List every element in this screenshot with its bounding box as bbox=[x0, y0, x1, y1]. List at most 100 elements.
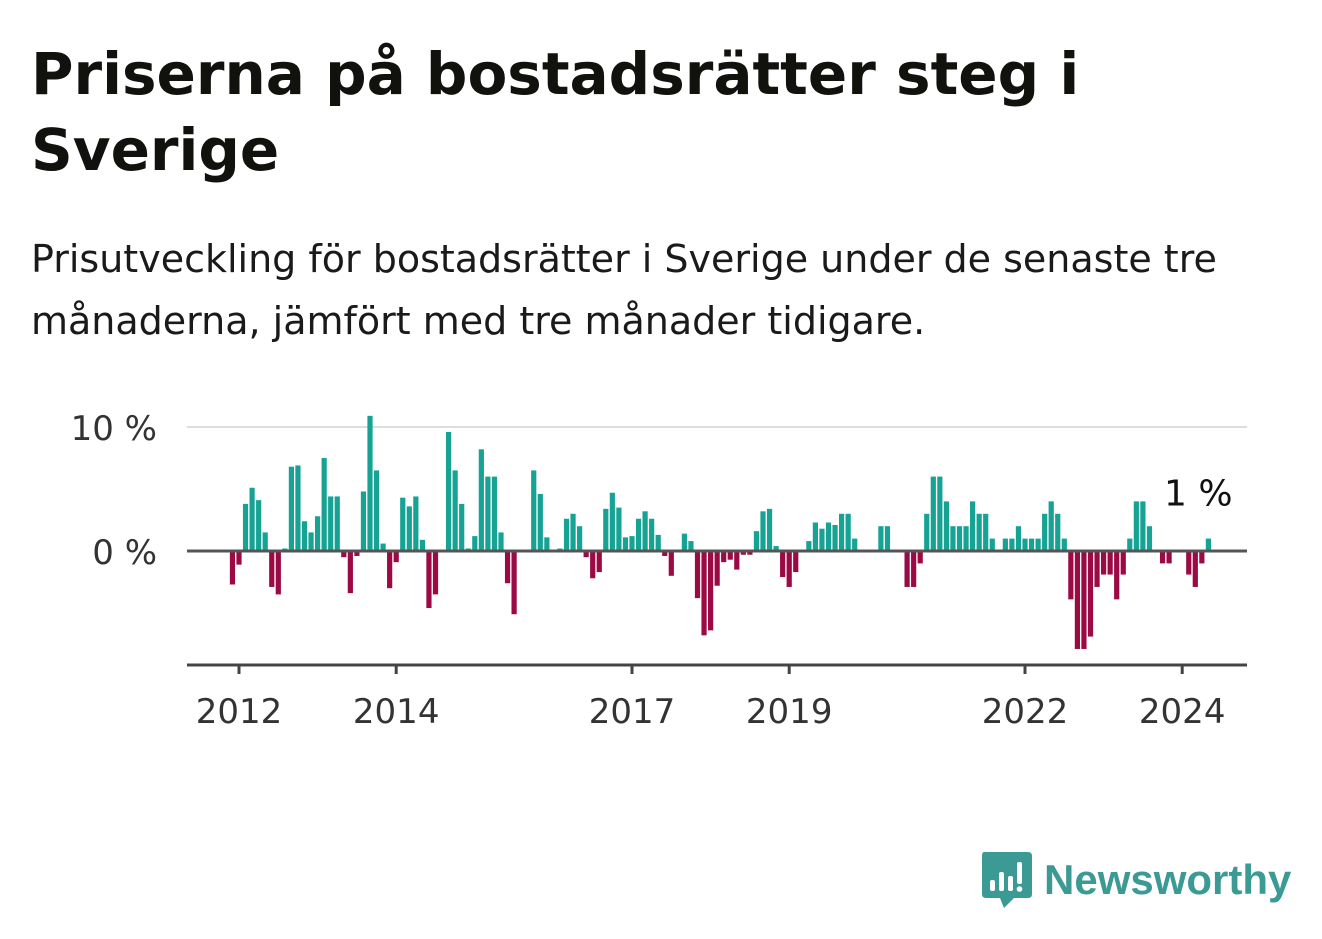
newsworthy-logo-icon bbox=[982, 852, 1032, 908]
bar bbox=[419, 539, 425, 551]
bar bbox=[491, 476, 498, 551]
bar bbox=[1107, 551, 1113, 575]
bar bbox=[452, 470, 458, 551]
bar bbox=[943, 501, 949, 551]
bar bbox=[242, 503, 249, 551]
bar bbox=[1166, 551, 1172, 564]
bar bbox=[681, 533, 687, 551]
bar bbox=[288, 466, 294, 551]
bar bbox=[649, 518, 655, 551]
bar bbox=[1159, 551, 1166, 564]
bar bbox=[1061, 538, 1067, 551]
bar bbox=[629, 536, 635, 551]
bar bbox=[426, 551, 432, 609]
bar bbox=[269, 551, 275, 587]
bar bbox=[1002, 538, 1008, 551]
bar bbox=[734, 551, 740, 570]
bar bbox=[413, 496, 419, 551]
y-axis-labels: 0 % 10 % bbox=[71, 409, 157, 573]
bar bbox=[668, 551, 674, 576]
bar bbox=[387, 551, 393, 589]
bar bbox=[930, 476, 936, 551]
bar bbox=[229, 551, 236, 585]
x-tick-label: 2024 bbox=[1139, 692, 1226, 732]
bar bbox=[753, 531, 760, 551]
bar bbox=[1114, 551, 1120, 600]
newsworthy-brand: Newsworthy bbox=[980, 848, 1291, 912]
bar bbox=[1205, 538, 1211, 551]
bar bbox=[806, 541, 812, 551]
bar bbox=[596, 551, 602, 573]
bar bbox=[701, 551, 707, 636]
brand-name: Newsworthy bbox=[1044, 856, 1292, 903]
bar bbox=[1074, 551, 1080, 649]
bar bbox=[1068, 551, 1074, 600]
bar bbox=[832, 524, 838, 551]
bar bbox=[373, 470, 380, 551]
bar bbox=[622, 537, 629, 551]
bar bbox=[1199, 551, 1205, 564]
bar bbox=[852, 538, 858, 551]
bar bbox=[262, 532, 268, 551]
x-tick-label: 2022 bbox=[982, 692, 1069, 732]
bar bbox=[478, 449, 484, 551]
bar bbox=[1101, 551, 1107, 575]
x-tick-label: 2019 bbox=[746, 692, 833, 732]
x-tick-label: 2012 bbox=[196, 692, 283, 732]
bar bbox=[459, 503, 465, 551]
bar bbox=[1028, 538, 1035, 551]
bar bbox=[1015, 526, 1022, 551]
bar bbox=[1186, 551, 1192, 575]
bar bbox=[917, 551, 923, 564]
bar bbox=[609, 492, 615, 551]
chart-title: Priserna på bostadsrätter steg i Sverige bbox=[31, 40, 1080, 184]
bar bbox=[642, 511, 648, 551]
bar bbox=[655, 534, 661, 551]
bar bbox=[825, 522, 832, 551]
bar bbox=[819, 528, 825, 551]
bar bbox=[727, 551, 733, 560]
bar bbox=[544, 537, 550, 551]
bar bbox=[970, 501, 976, 551]
bar bbox=[956, 526, 963, 551]
bar bbox=[249, 487, 255, 551]
bar bbox=[1094, 551, 1100, 587]
bar bbox=[1087, 551, 1094, 637]
bar bbox=[334, 496, 340, 551]
bar bbox=[511, 551, 517, 615]
bar bbox=[590, 551, 596, 579]
bar bbox=[603, 508, 609, 551]
bar bbox=[747, 551, 753, 555]
bar bbox=[504, 551, 511, 584]
y-tick-label: 10 % bbox=[71, 409, 157, 449]
bar bbox=[924, 513, 930, 551]
bar bbox=[347, 551, 353, 594]
bar bbox=[714, 551, 720, 586]
bar bbox=[1022, 538, 1028, 551]
bar bbox=[1133, 501, 1139, 551]
bar bbox=[976, 513, 982, 551]
bar bbox=[950, 526, 956, 551]
bar bbox=[911, 551, 917, 587]
bar bbox=[780, 551, 786, 578]
bar bbox=[1140, 501, 1146, 551]
y-tick-label: 0 % bbox=[92, 533, 157, 573]
bar bbox=[878, 526, 884, 551]
bar bbox=[485, 476, 491, 551]
bar bbox=[616, 507, 622, 551]
bar bbox=[577, 526, 583, 551]
bar bbox=[1120, 551, 1126, 575]
bar bbox=[1146, 526, 1153, 551]
bar bbox=[256, 500, 262, 551]
bar bbox=[845, 513, 851, 551]
bar bbox=[635, 518, 642, 551]
bar bbox=[786, 551, 792, 587]
bar bbox=[393, 551, 399, 563]
bar bbox=[904, 551, 910, 587]
bar bbox=[537, 493, 543, 551]
x-axis: 2012 2014 2017 2019 2022 2024 bbox=[187, 663, 1247, 732]
bar bbox=[1042, 513, 1048, 551]
bar bbox=[1192, 551, 1198, 587]
bar bbox=[308, 532, 314, 551]
bars bbox=[229, 415, 1211, 649]
